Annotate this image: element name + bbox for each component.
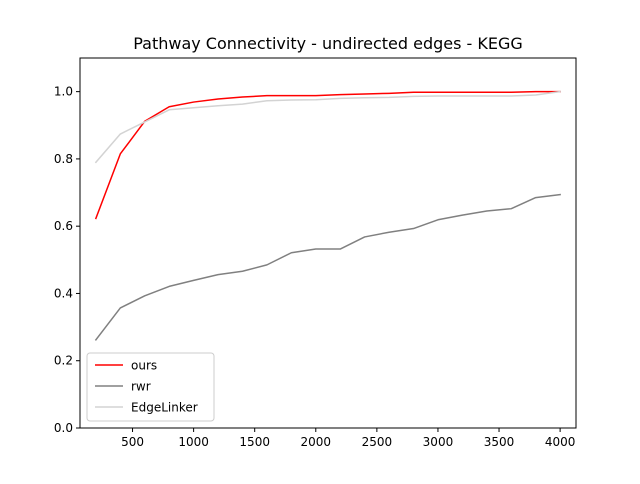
- series-line-rwr: [94, 193, 561, 341]
- plot-frame: [79, 57, 577, 429]
- x-tick-label: 2000: [301, 435, 332, 449]
- legend-label-ours: ours: [131, 359, 157, 373]
- chart-title: Pathway Connectivity - undirected edges …: [133, 34, 523, 53]
- x-tick-label: 500: [121, 435, 144, 449]
- y-tick-label: 0.2: [54, 354, 73, 368]
- y-tick-label: 0.4: [54, 286, 73, 300]
- y-tick-label: 0.6: [54, 219, 73, 233]
- x-tick-label: 2500: [362, 435, 393, 449]
- x-tick-label: 1000: [178, 435, 209, 449]
- series-line-ours: [94, 90, 561, 220]
- legend-label-rwr: rwr: [131, 380, 151, 394]
- legend-box: [86, 352, 215, 422]
- x-tick-label: 1500: [239, 435, 270, 449]
- series-layer: [94, 90, 561, 341]
- x-tick-label: 4000: [545, 435, 576, 449]
- x-tick-label: 3000: [423, 435, 454, 449]
- series-line-edgelinker: [94, 90, 561, 164]
- legend: ours rwr EdgeLinker: [86, 352, 215, 422]
- axes-layer: 500 1000 1500 2000 2500 3000 3500 4000 0.0 0.2 0.4…: [54, 57, 577, 449]
- y-tick-label: 0.8: [54, 152, 73, 166]
- y-tick-label: 1.0: [54, 85, 73, 99]
- legend-label-edgelinker: EdgeLinker: [131, 401, 198, 415]
- x-tick-label: 3500: [484, 435, 515, 449]
- y-tick-label: 0.0: [54, 421, 73, 435]
